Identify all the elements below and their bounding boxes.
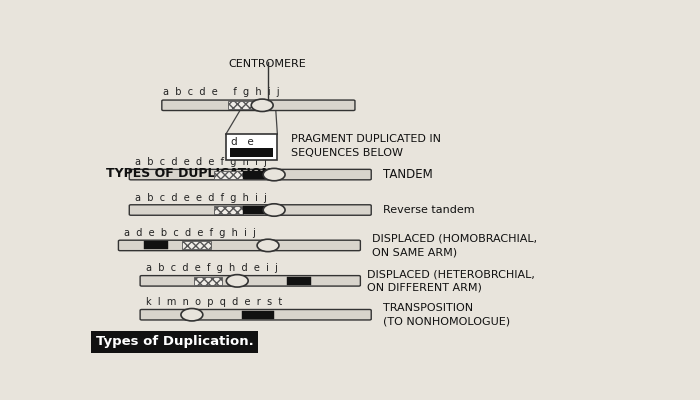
Text: a  b  c  d  e     f  g  h  i  j: a b c d e f g h i j	[163, 87, 280, 97]
Circle shape	[251, 99, 273, 112]
FancyBboxPatch shape	[243, 206, 265, 214]
Circle shape	[226, 275, 248, 287]
FancyBboxPatch shape	[140, 276, 360, 286]
Text: k  l  m  n  o  p  q  d  e  r  s  t: k l m n o p q d e r s t	[146, 297, 282, 307]
FancyBboxPatch shape	[287, 277, 311, 285]
Text: a  d  e  b  c  d  e  f  g  h  i  j: a d e b c d e f g h i j	[125, 228, 256, 238]
Text: TYPES OF DUPLICATION :: TYPES OF DUPLICATION :	[106, 166, 281, 180]
FancyBboxPatch shape	[130, 205, 371, 215]
FancyBboxPatch shape	[162, 100, 355, 110]
FancyBboxPatch shape	[226, 134, 277, 160]
Text: d   e: d e	[231, 137, 254, 147]
Text: PRAGMENT DUPLICATED IN
SEQUENCES BELOW: PRAGMENT DUPLICATED IN SEQUENCES BELOW	[291, 134, 441, 158]
Text: DISPLACED (HOMOBRACHIAL,
ON SAME ARM): DISPLACED (HOMOBRACHIAL, ON SAME ARM)	[372, 234, 538, 257]
FancyBboxPatch shape	[230, 148, 273, 157]
Circle shape	[257, 239, 279, 252]
FancyBboxPatch shape	[144, 242, 168, 250]
FancyBboxPatch shape	[242, 311, 274, 319]
Circle shape	[263, 168, 285, 181]
Text: Types of Duplication.: Types of Duplication.	[96, 335, 253, 348]
FancyBboxPatch shape	[194, 277, 222, 285]
Text: CENTROMERE: CENTROMERE	[229, 59, 307, 69]
FancyBboxPatch shape	[140, 310, 371, 320]
FancyBboxPatch shape	[243, 170, 265, 178]
FancyBboxPatch shape	[118, 240, 360, 251]
FancyBboxPatch shape	[228, 101, 255, 109]
Circle shape	[263, 204, 285, 216]
FancyBboxPatch shape	[88, 48, 630, 356]
Text: a  b  c  d  e  f  g  h  d  e  i  j: a b c d e f g h d e i j	[146, 264, 278, 274]
Text: Reverse tandem: Reverse tandem	[383, 205, 475, 215]
Text: TANDEM: TANDEM	[383, 168, 433, 181]
FancyBboxPatch shape	[182, 242, 211, 250]
Text: DISPLACED (HETEROBRCHIAL,
ON DIFFERENT ARM): DISPLACED (HETEROBRCHIAL, ON DIFFERENT A…	[367, 269, 535, 292]
FancyBboxPatch shape	[214, 170, 243, 178]
Text: TRANSPOSITION
(TO NONHOMOLOGUE): TRANSPOSITION (TO NONHOMOLOGUE)	[383, 303, 510, 326]
Circle shape	[181, 308, 203, 321]
Text: a  b  c  d  e  d  e  f  g  h  i  j: a b c d e d e f g h i j	[135, 157, 267, 167]
Text: a  b  c  d  e  e  d  f  g  h  i  j: a b c d e e d f g h i j	[135, 193, 267, 203]
FancyBboxPatch shape	[214, 206, 243, 214]
FancyBboxPatch shape	[130, 169, 371, 180]
